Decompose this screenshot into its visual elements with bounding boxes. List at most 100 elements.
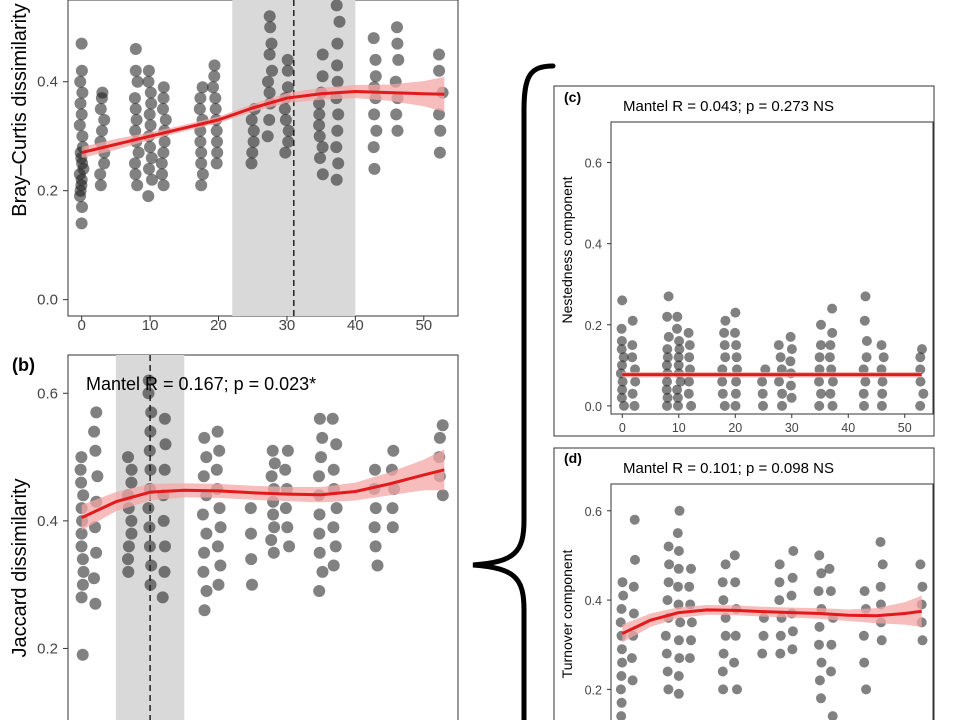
panel-a-data-point bbox=[316, 70, 329, 83]
panel-a-data-point bbox=[330, 173, 343, 186]
panel-d-data-point bbox=[628, 608, 639, 619]
panel-a-data-point bbox=[314, 152, 326, 164]
panel-a-data-point bbox=[330, 0, 343, 12]
panel-c-data-point bbox=[717, 388, 728, 399]
panel-a-data-point bbox=[392, 53, 405, 66]
panel-d-data-point bbox=[616, 644, 627, 655]
panel-d-data-point bbox=[788, 546, 799, 556]
panel-d-data-point bbox=[774, 559, 785, 570]
panel-b-data-point bbox=[267, 508, 280, 521]
panel-b-data-point bbox=[125, 514, 138, 527]
panel-d-data-point bbox=[787, 572, 798, 583]
panel-c-data-point bbox=[876, 400, 887, 411]
panel-a-data-point bbox=[281, 64, 294, 77]
panel-c-data-point bbox=[720, 315, 731, 326]
panel-a-data-point bbox=[195, 179, 208, 192]
panel-d-data-point bbox=[628, 581, 639, 592]
panel-d-mantel-annotation: Mantel R = 0.101; p = 0.098 NS bbox=[623, 460, 834, 477]
panel-c-data-point bbox=[684, 352, 695, 363]
panel-a-data-point bbox=[390, 108, 403, 121]
panel-d-data-point bbox=[674, 653, 685, 664]
panel-a-data-point bbox=[313, 97, 326, 110]
panel-a-x-tick-label: 40 bbox=[347, 317, 364, 334]
panel-d-y-tick-label: 0.2 bbox=[585, 683, 602, 697]
panel-c-data-point bbox=[877, 388, 888, 399]
panel-b-mantel-annotation: Mantel R = 0.167; p = 0.023* bbox=[86, 374, 316, 394]
panel-c-data-point bbox=[859, 400, 869, 411]
panel-a-data-point bbox=[157, 103, 169, 115]
panel-a-data-point bbox=[76, 201, 88, 213]
panel-a-y-tick-label: 0.4 bbox=[37, 74, 58, 91]
panel-c-nestedness: 0.0 0.2 0.4 0.6 0 10 20 30 40 50 (c) Mantel R = 0… bbox=[553, 85, 935, 437]
panel-b-data-point bbox=[75, 451, 88, 464]
panel-b-data-point bbox=[198, 546, 211, 559]
panel-c-data-point bbox=[730, 388, 741, 399]
panel-c-data-point bbox=[662, 392, 673, 403]
panel-d-data-point bbox=[877, 559, 888, 570]
panel-d-data-point bbox=[718, 684, 729, 695]
panel-c-data-point bbox=[814, 376, 824, 387]
panel-b-data-point bbox=[245, 553, 258, 566]
panel-c-data-point bbox=[673, 360, 684, 371]
panel-c-data-point bbox=[674, 336, 685, 346]
panel-a-data-point bbox=[245, 113, 258, 126]
panel-c-data-point bbox=[785, 356, 796, 367]
panel-b-marks bbox=[74, 355, 449, 720]
panel-c-data-point bbox=[663, 291, 674, 302]
panel-d-data-point bbox=[616, 604, 627, 614]
panel-b-data-point bbox=[77, 565, 90, 578]
panel-b-data-point bbox=[200, 451, 213, 464]
panel-c-y-axis-title: Nestedness component bbox=[559, 176, 575, 323]
panel-a-data-point bbox=[211, 135, 223, 148]
panel-b-data-point bbox=[122, 553, 134, 566]
panel-b-data-point bbox=[265, 470, 278, 483]
panel-d-data-point bbox=[673, 688, 684, 699]
panel-c-data-point bbox=[717, 376, 728, 387]
panel-c-data-point bbox=[720, 352, 731, 363]
panel-a-data-point bbox=[144, 119, 157, 132]
panel-a-data-point bbox=[279, 113, 292, 126]
panel-a-data-point bbox=[146, 173, 158, 186]
panel-b-data-point bbox=[145, 406, 158, 419]
panel-c-data-point bbox=[859, 315, 870, 326]
panel-c-x-tick-label: 50 bbox=[898, 421, 912, 435]
panel-b-data-point bbox=[267, 546, 280, 559]
panel-b-data-point bbox=[327, 559, 340, 572]
panel-b-data-point bbox=[76, 648, 89, 661]
panel-c-data-point bbox=[731, 376, 742, 387]
panel-a-data-point bbox=[73, 119, 86, 132]
panel-a-data-point bbox=[316, 48, 329, 61]
panel-d-data-point bbox=[615, 684, 626, 695]
panel-b-data-point bbox=[265, 534, 278, 546]
panel-a-data-point bbox=[142, 75, 155, 88]
panel-b-data-point bbox=[246, 578, 258, 591]
panel-d-data-point bbox=[618, 590, 629, 601]
panel-c-data-point bbox=[917, 344, 927, 355]
panel-b-data-point bbox=[329, 540, 342, 553]
panel-a-data-point bbox=[331, 37, 344, 50]
panel-c-data-point bbox=[786, 344, 797, 355]
panel-d-data-point bbox=[616, 697, 627, 708]
panel-c-data-point bbox=[773, 340, 784, 351]
panel-a-x-tick-label: 0 bbox=[78, 317, 86, 334]
panel-b-data-point bbox=[76, 553, 89, 566]
panel-a-data-point bbox=[281, 53, 294, 66]
panel-b-data-point bbox=[143, 540, 156, 553]
panel-c-data-point bbox=[816, 319, 826, 330]
panel-c-data-point bbox=[630, 376, 641, 387]
panel-a-data-point bbox=[129, 64, 142, 77]
panel-a-data-point bbox=[265, 37, 278, 50]
panel-b-data-point bbox=[326, 412, 339, 425]
panel-b-data-point bbox=[266, 444, 279, 457]
panel-a-data-point bbox=[75, 217, 88, 230]
panel-d-data-point bbox=[673, 671, 684, 681]
panel-c-data-point bbox=[618, 352, 629, 363]
panel-b-data-point bbox=[76, 578, 89, 591]
panel-d-data-point bbox=[663, 541, 674, 552]
panel-a-data-point bbox=[129, 43, 142, 55]
panel-c-data-point bbox=[827, 376, 838, 387]
panel-d-y-tick-label: 0.4 bbox=[585, 594, 602, 608]
panel-a-data-point bbox=[282, 124, 295, 137]
panel-a-data-point bbox=[143, 108, 156, 121]
panel-a-data-point bbox=[132, 146, 145, 159]
